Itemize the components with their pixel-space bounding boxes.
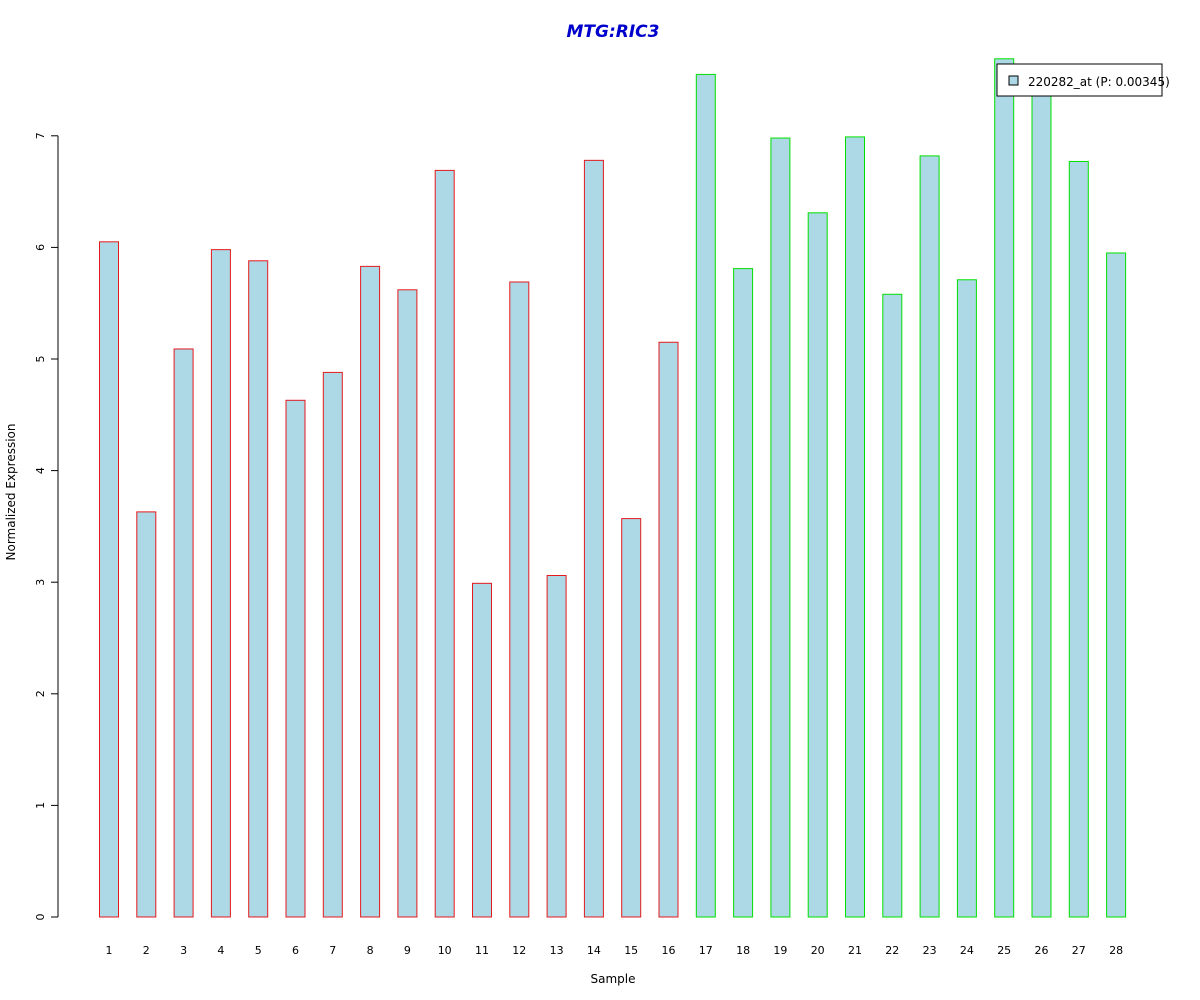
y-tick-label: 7 (34, 132, 47, 139)
y-tick-label: 4 (34, 467, 47, 474)
y-tick-label: 1 (34, 802, 47, 809)
x-tick-label: 15 (624, 944, 638, 957)
x-tick-label: 27 (1072, 944, 1086, 957)
x-tick-label: 14 (587, 944, 601, 957)
bar (210, 249, 231, 918)
bar (509, 281, 530, 918)
y-tick-label: 2 (34, 690, 47, 697)
y-tick-label: 0 (34, 914, 47, 921)
x-tick-label: 4 (217, 944, 224, 957)
bar (322, 371, 343, 918)
legend-box (996, 63, 1163, 97)
bar (770, 137, 791, 918)
bar (1068, 160, 1089, 918)
bar (1106, 252, 1127, 918)
bar (882, 293, 903, 918)
legend-label: 220282_at (P: 0.00345) (1028, 75, 1170, 89)
bar (136, 511, 157, 918)
x-tick-label: 11 (475, 944, 489, 957)
bar (919, 155, 940, 918)
bar (173, 348, 194, 918)
x-tick-label: 28 (1109, 944, 1123, 957)
x-tick-label: 2 (143, 944, 150, 957)
legend-swatch (1008, 75, 1019, 86)
chart-title: MTG:RIC3 (567, 22, 660, 42)
x-tick-label: 22 (885, 944, 899, 957)
bar (695, 73, 716, 918)
bar (658, 341, 679, 918)
x-tick-label: 3 (180, 944, 187, 957)
bar (845, 136, 865, 918)
x-tick-label: 20 (811, 944, 825, 957)
y-tick-label: 5 (34, 356, 47, 363)
y-tick-label: 6 (34, 244, 47, 251)
x-tick-label: 25 (997, 944, 1011, 957)
x-tick-label: 24 (960, 944, 974, 957)
x-tick-label: 8 (367, 944, 374, 957)
bar (99, 241, 119, 918)
bar (397, 289, 418, 918)
bar (546, 575, 567, 918)
bar (956, 279, 977, 918)
x-tick-label: 5 (255, 944, 262, 957)
x-tick-label: 18 (736, 944, 750, 957)
x-tick-label: 19 (773, 944, 787, 957)
x-tick-label: 26 (1035, 944, 1049, 957)
bar (583, 159, 604, 918)
x-tick-label: 21 (848, 944, 862, 957)
bar (807, 212, 828, 918)
x-tick-label: 23 (923, 944, 937, 957)
bar (360, 265, 381, 918)
bars (99, 58, 1127, 918)
x-tick-label: 16 (662, 944, 676, 957)
x-tick-label: 12 (512, 944, 526, 957)
x-tick-label: 13 (550, 944, 564, 957)
bar (248, 260, 269, 918)
bar (434, 169, 455, 918)
legend: 220282_at (P: 0.00345) (996, 63, 1170, 97)
x-tick-label: 10 (438, 944, 452, 957)
bar (733, 268, 754, 918)
bar (1031, 90, 1052, 918)
bar (621, 518, 642, 918)
bar (472, 582, 492, 918)
x-tick-label: 6 (292, 944, 299, 957)
bar (285, 399, 306, 918)
y-axis-title: Normalized Expression (4, 423, 18, 560)
x-tick-label: 7 (329, 944, 336, 957)
x-axis-title: Sample (591, 972, 636, 986)
x-tick-labels: 1 2 3 4 5 6 7 8 9 10 11 12 13 14 15 16 17 18 19 20 21 22 23 24 2… (106, 944, 1124, 957)
x-tick-label: 1 (106, 944, 113, 957)
x-tick-label: 9 (404, 944, 411, 957)
y-tick-label: 3 (34, 579, 47, 586)
bar (994, 58, 1015, 918)
y-axis: 0 1 2 3 4 5 6 7 (34, 132, 59, 921)
x-tick-label: 17 (699, 944, 713, 957)
